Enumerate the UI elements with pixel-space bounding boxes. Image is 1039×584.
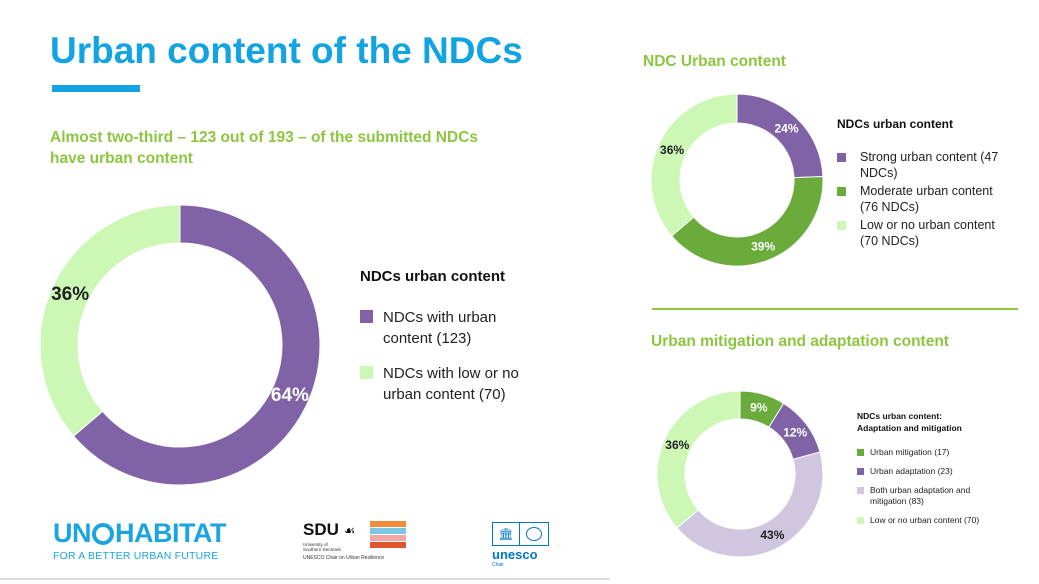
sdu-university: University of Southern Denmark [303,542,341,552]
legend-swatch [857,517,864,524]
legend-swatch [837,153,846,162]
donut-slice [736,93,824,179]
sdu-stripe [370,528,406,534]
legend-swatch [837,187,846,196]
page-title: Urban content of the NDCs [50,30,523,71]
legend-label: Low or no urban content (70 NDCs) [860,218,995,248]
legend-label: Moderate urban content (76 NDCs) [860,184,993,214]
donut-data-label: 39% [751,240,775,254]
legend-item: Strong urban content (47 NDCs) [837,150,1010,181]
legend-title: NDCs urban content [360,268,506,285]
sdu-stripe [370,521,406,527]
legend-label: Urban mitigation (17) [870,447,950,457]
donut-data-label: 36% [665,438,689,452]
donut-slice [656,390,741,529]
legend-label: NDCs with low or no urban content (70) [383,365,519,403]
donut-slice [39,204,181,437]
sdu-chair: UNESCO Chair on Urban Resilience [303,555,385,561]
sdu-logo: SDU ☙ University of Southern Denmark UNE… [303,520,413,561]
un-habitat-logo-left: UN [53,518,92,548]
leaf-icon: ☙ [343,523,356,538]
legend-swatch [837,221,846,230]
section-title-urban-content: NDC Urban content [643,53,786,70]
chart-legend-mitigation-adaptation: NDCs urban content: Adaptation and mitig… [857,410,1000,526]
legend-label: NDCs with urban content (123) [383,309,497,347]
legend-item: NDCs with urban content (123) [360,307,543,349]
unesco-chair-label: Chair [492,562,504,568]
ndc-urban-content-donut-chart: 24% 39% 36% [650,93,824,267]
donut-data-label: 24% [775,121,799,135]
page-subtitle: Almost two-third – 123 out of 193 – of t… [50,129,479,167]
bottom-divider [0,578,610,580]
legend-item: NDCs with low or no urban content (70) [360,363,543,405]
donut-slice [72,204,321,486]
unesco-emblem: 🏛︎ [492,522,549,546]
donut-slice [676,451,824,558]
section-divider [652,308,1018,310]
donut-slice [650,93,738,237]
legend-label: Strong urban content (47 NDCs) [860,150,999,180]
legend-title: NDCs urban content [837,117,954,131]
unesco-wordmark: unesco [492,547,538,562]
legend-item: Moderate urban content (76 NDCs) [837,184,1010,215]
un-habitat-tagline: FOR A BETTER URBAN FUTURE [53,550,219,562]
donut-data-label: 12% [783,426,807,440]
legend-item: Urban adaptation (23) [857,466,1000,477]
donut-data-label: 64% [271,385,309,406]
chart-legend-main: NDCs urban content NDCs with urban conte… [360,268,543,405]
donut-data-label: 36% [660,143,684,157]
temple-icon: 🏛︎ [493,523,520,545]
sdu-wordmark: SDU [303,520,339,539]
legend-swatch [360,366,373,379]
legend-item: Low or no urban content (70 NDCs) [837,218,1010,249]
un-habitat-logo-right: HABITAT [115,518,226,548]
chart-legend-urban-content: NDCs urban content Strong urban content … [837,117,1010,249]
donut-data-label: 43% [760,528,784,542]
sdu-stripe [370,535,406,541]
chair-emblem-icon [520,523,548,545]
sdu-logo-text: SDU ☙ [303,520,413,540]
legend-swatch [857,468,864,475]
legend-swatch [857,487,864,494]
legend-swatch [857,449,864,456]
globe-icon [92,522,114,545]
legend-label: Urban adaptation (23) [870,466,953,476]
legend-item: Low or no urban content (70) [857,515,1000,526]
donut-slice [670,175,824,267]
legend-label: Both urban adaptation and mitigation (83… [870,485,971,506]
sdu-stripe [370,542,406,548]
donut-data-label: 36% [51,284,89,305]
urban-content-donut-chart: 64% 36% [39,204,321,486]
legend-label: Low or no urban content (70) [870,515,980,525]
unesco-logo: 🏛︎ unesco Chair [492,522,549,568]
legend-swatch [360,310,373,323]
legend-title: NDCs urban content: Adaptation and mitig… [857,411,962,433]
un-habitat-logo: UN HABITAT FOR A BETTER URBAN FUTURE [53,518,226,562]
legend-item: Both urban adaptation and mitigation (83… [857,485,1000,507]
legend-item: Urban mitigation (17) [857,447,1000,458]
title-underline [52,85,140,92]
mitigation-adaptation-donut-chart: 9% 12% 43% 36% [656,390,824,558]
donut-data-label: 9% [750,401,768,415]
section-title-mitigation-adaptation: Urban mitigation and adaptation content [651,333,949,350]
